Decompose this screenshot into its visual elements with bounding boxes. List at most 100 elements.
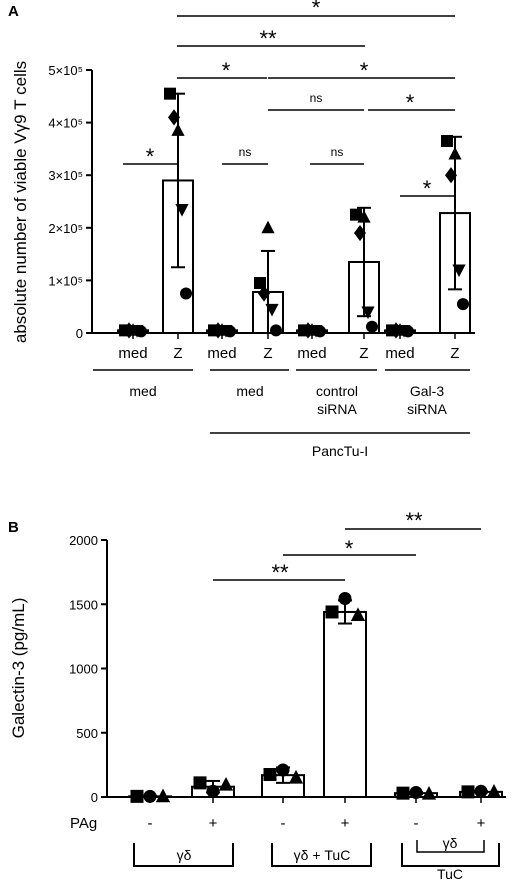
panel-b-categories: - + - + - + <box>148 797 486 832</box>
data-point-triangle <box>421 785 437 800</box>
data-point-tridown <box>361 306 375 320</box>
sig-a-8: ns <box>239 145 252 159</box>
sig-a-7: * <box>146 144 155 169</box>
panel-b-y-axis <box>106 540 506 798</box>
y-tick-label: 1×10⁵ <box>48 273 83 288</box>
y-tick-label: 1000 <box>69 662 98 677</box>
group-label-a2: med <box>236 383 263 399</box>
data-point-circle <box>366 320 378 333</box>
panel-a-bars <box>117 92 471 335</box>
sig-a-1: * <box>312 0 321 20</box>
group-label-a4: Gal-3 siRNA <box>407 383 447 417</box>
category-label: med <box>385 345 414 362</box>
y-tick-label: 1500 <box>69 597 98 612</box>
data-point-circle <box>409 786 423 800</box>
panel-a-significance: * ** * * ns * * ns ns * <box>123 0 455 201</box>
data-point-tridown <box>452 264 466 278</box>
data-point-square <box>193 776 207 790</box>
panel-a-ylabel: absolute number of viable Vγ9 T cells <box>11 61 30 343</box>
data-point-square <box>461 785 475 799</box>
data-point-square <box>254 277 266 290</box>
category-label: - <box>281 815 286 832</box>
sig-a-3: * <box>222 58 231 83</box>
data-point-circle <box>143 789 157 803</box>
category-label: med <box>207 345 236 362</box>
y-tick-label: 2000 <box>69 533 98 548</box>
panel-b-label: B <box>8 519 19 536</box>
data-point-tridown <box>175 203 189 217</box>
outer-group-label: PancTu-I <box>312 443 368 459</box>
data-point-square <box>325 605 339 619</box>
data-point-circle <box>270 324 282 337</box>
data-point-tridown <box>265 303 279 317</box>
y-tick-label: 500 <box>76 726 98 741</box>
data-point-circle <box>206 784 220 798</box>
data-point-triangle <box>155 788 171 803</box>
group-label-line: control <box>316 383 358 399</box>
panel-b-yticks: 0 500 1000 1500 2000 <box>69 533 107 805</box>
panel-b-significance: ** * ** <box>213 508 481 585</box>
y-tick-label: 2×10⁵ <box>48 221 83 236</box>
y-tick-label: 3×10⁵ <box>48 168 83 183</box>
data-point-circle <box>457 298 469 311</box>
category-label: + <box>341 815 350 832</box>
group-label-a1: med <box>129 383 156 399</box>
data-point-square <box>164 87 176 100</box>
y-tick-label: 4×10⁵ <box>48 116 83 131</box>
category-label: Z <box>173 345 182 362</box>
pag-row-label: PAg <box>70 815 97 832</box>
data-point-square <box>441 135 453 148</box>
sig-a-2: ** <box>259 26 277 51</box>
panel-b-points <box>130 591 502 803</box>
bar <box>323 610 367 799</box>
data-point-circle <box>224 325 236 338</box>
panel-a-yticks: 0 1×10⁵ 2×10⁵ 3×10⁵ 4×10⁵ 5×10⁵ <box>48 63 92 341</box>
y-tick-label: 5×10⁵ <box>48 63 83 78</box>
sig-b-1: ** <box>405 508 423 533</box>
category-label: + <box>477 815 486 832</box>
sig-b-2: * <box>345 536 354 561</box>
data-point-triangle <box>357 210 371 223</box>
group-label-b3: γδ <box>443 835 458 851</box>
data-point-square <box>396 786 410 800</box>
group-label-b1: γδ <box>177 847 192 863</box>
category-label: Z <box>263 345 272 362</box>
panel-a-label: A <box>8 3 19 20</box>
data-point-circle <box>474 784 488 798</box>
sig-a-4: * <box>360 58 369 83</box>
panel-b-group-brackets <box>133 840 500 867</box>
category-label: med <box>297 345 326 362</box>
data-point-square <box>130 789 144 803</box>
panel-a-points <box>119 87 469 339</box>
group-label-line: siRNA <box>407 401 447 417</box>
sig-b-3: ** <box>271 560 289 585</box>
data-point-circle <box>135 325 147 338</box>
data-point-triangle <box>486 784 502 798</box>
data-point-circle <box>338 591 352 605</box>
group-label-b4: TuC <box>437 866 463 882</box>
category-label: Z <box>450 345 459 362</box>
data-point-triangle <box>171 123 185 136</box>
y-tick-label: 0 <box>76 326 83 341</box>
group-label-b2: γδ + TuC <box>294 847 351 863</box>
category-label: - <box>414 815 419 832</box>
data-point-triangle <box>288 769 304 784</box>
data-point-square <box>350 208 362 221</box>
data-point-circle <box>314 325 326 338</box>
category-label: + <box>209 815 218 832</box>
panel-b-bars <box>128 599 503 799</box>
data-point-circle <box>276 763 290 777</box>
group-label-a3: control siRNA <box>316 383 358 417</box>
panel-b-ylabel: Galectin-3 (pg/mL) <box>9 598 28 739</box>
data-point-triangle <box>448 146 462 160</box>
data-point-triangle <box>261 220 275 234</box>
data-point-diamond <box>445 167 457 184</box>
data-point-circle <box>180 287 192 300</box>
category-label: - <box>148 815 153 832</box>
sig-a-5: ns <box>310 91 323 105</box>
sig-a-9: ns <box>331 145 344 159</box>
sig-a-10: * <box>423 176 432 201</box>
data-point-diamond <box>354 224 366 242</box>
